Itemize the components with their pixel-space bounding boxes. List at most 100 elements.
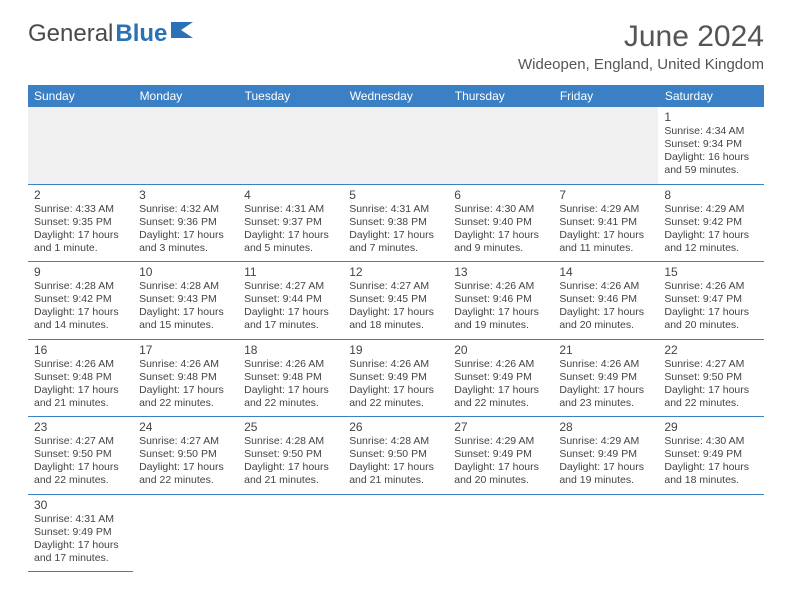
day-number: 6 <box>454 188 547 202</box>
day-header: Wednesday <box>343 85 448 107</box>
day-number: 10 <box>139 265 232 279</box>
sunrise-text: Sunrise: 4:29 AM <box>559 435 652 448</box>
daylight-text: Daylight: 17 hours and 20 minutes. <box>664 306 757 332</box>
day-number: 29 <box>664 420 757 434</box>
day-number: 23 <box>34 420 127 434</box>
daylight-text: Daylight: 17 hours and 15 minutes. <box>139 306 232 332</box>
day-info: Sunrise: 4:29 AMSunset: 9:42 PMDaylight:… <box>664 203 757 256</box>
sunset-text: Sunset: 9:50 PM <box>349 448 442 461</box>
day-info: Sunrise: 4:31 AMSunset: 9:38 PMDaylight:… <box>349 203 442 256</box>
day-cell: 10Sunrise: 4:28 AMSunset: 9:43 PMDayligh… <box>133 262 238 340</box>
day-number: 2 <box>34 188 127 202</box>
sunset-text: Sunset: 9:34 PM <box>664 138 757 151</box>
day-info: Sunrise: 4:30 AMSunset: 9:49 PMDaylight:… <box>664 435 757 488</box>
day-number: 20 <box>454 343 547 357</box>
sunset-text: Sunset: 9:49 PM <box>664 448 757 461</box>
day-cell: 29Sunrise: 4:30 AMSunset: 9:49 PMDayligh… <box>658 417 763 495</box>
daylight-text: Daylight: 17 hours and 3 minutes. <box>139 229 232 255</box>
day-info: Sunrise: 4:31 AMSunset: 9:37 PMDaylight:… <box>244 203 337 256</box>
daylight-text: Daylight: 17 hours and 20 minutes. <box>559 306 652 332</box>
day-cell: 13Sunrise: 4:26 AMSunset: 9:46 PMDayligh… <box>448 262 553 340</box>
daylight-text: Daylight: 17 hours and 22 minutes. <box>244 384 337 410</box>
day-number: 16 <box>34 343 127 357</box>
day-cell: 17Sunrise: 4:26 AMSunset: 9:48 PMDayligh… <box>133 339 238 417</box>
daylight-text: Daylight: 17 hours and 22 minutes. <box>454 384 547 410</box>
empty-cell <box>133 107 238 184</box>
day-info: Sunrise: 4:28 AMSunset: 9:43 PMDaylight:… <box>139 280 232 333</box>
calendar-row: 23Sunrise: 4:27 AMSunset: 9:50 PMDayligh… <box>28 417 764 495</box>
daylight-text: Daylight: 17 hours and 7 minutes. <box>349 229 442 255</box>
day-number: 5 <box>349 188 442 202</box>
day-cell: 7Sunrise: 4:29 AMSunset: 9:41 PMDaylight… <box>553 184 658 262</box>
daylight-text: Daylight: 17 hours and 18 minutes. <box>664 461 757 487</box>
day-info: Sunrise: 4:26 AMSunset: 9:49 PMDaylight:… <box>559 358 652 411</box>
sunset-text: Sunset: 9:46 PM <box>454 293 547 306</box>
daylight-text: Daylight: 17 hours and 17 minutes. <box>244 306 337 332</box>
sunset-text: Sunset: 9:35 PM <box>34 216 127 229</box>
sunrise-text: Sunrise: 4:28 AM <box>34 280 127 293</box>
day-cell: 8Sunrise: 4:29 AMSunset: 9:42 PMDaylight… <box>658 184 763 262</box>
sunrise-text: Sunrise: 4:27 AM <box>664 358 757 371</box>
day-info: Sunrise: 4:28 AMSunset: 9:42 PMDaylight:… <box>34 280 127 333</box>
day-info: Sunrise: 4:26 AMSunset: 9:46 PMDaylight:… <box>559 280 652 333</box>
day-header: Tuesday <box>238 85 343 107</box>
day-cell: 30Sunrise: 4:31 AMSunset: 9:49 PMDayligh… <box>28 494 133 572</box>
day-info: Sunrise: 4:33 AMSunset: 9:35 PMDaylight:… <box>34 203 127 256</box>
day-cell: 14Sunrise: 4:26 AMSunset: 9:46 PMDayligh… <box>553 262 658 340</box>
empty-cell <box>553 494 658 572</box>
day-info: Sunrise: 4:31 AMSunset: 9:49 PMDaylight:… <box>34 513 127 566</box>
day-cell: 20Sunrise: 4:26 AMSunset: 9:49 PMDayligh… <box>448 339 553 417</box>
sunset-text: Sunset: 9:45 PM <box>349 293 442 306</box>
sunrise-text: Sunrise: 4:27 AM <box>34 435 127 448</box>
day-cell: 19Sunrise: 4:26 AMSunset: 9:49 PMDayligh… <box>343 339 448 417</box>
daylight-text: Daylight: 17 hours and 17 minutes. <box>34 539 127 565</box>
calendar-row: 2Sunrise: 4:33 AMSunset: 9:35 PMDaylight… <box>28 184 764 262</box>
logo: GeneralBlue <box>28 20 197 48</box>
sunrise-text: Sunrise: 4:26 AM <box>139 358 232 371</box>
empty-cell <box>343 494 448 572</box>
day-number: 3 <box>139 188 232 202</box>
day-number: 17 <box>139 343 232 357</box>
day-info: Sunrise: 4:32 AMSunset: 9:36 PMDaylight:… <box>139 203 232 256</box>
sunset-text: Sunset: 9:44 PM <box>244 293 337 306</box>
daylight-text: Daylight: 17 hours and 11 minutes. <box>559 229 652 255</box>
day-number: 15 <box>664 265 757 279</box>
day-number: 1 <box>664 110 757 124</box>
day-cell: 9Sunrise: 4:28 AMSunset: 9:42 PMDaylight… <box>28 262 133 340</box>
day-info: Sunrise: 4:27 AMSunset: 9:45 PMDaylight:… <box>349 280 442 333</box>
empty-cell <box>238 107 343 184</box>
sunrise-text: Sunrise: 4:31 AM <box>244 203 337 216</box>
day-header-row: SundayMondayTuesdayWednesdayThursdayFrid… <box>28 85 764 107</box>
sunrise-text: Sunrise: 4:30 AM <box>454 203 547 216</box>
daylight-text: Daylight: 17 hours and 22 minutes. <box>139 461 232 487</box>
sunrise-text: Sunrise: 4:28 AM <box>139 280 232 293</box>
day-number: 8 <box>664 188 757 202</box>
day-number: 19 <box>349 343 442 357</box>
sunrise-text: Sunrise: 4:26 AM <box>664 280 757 293</box>
day-cell: 1Sunrise: 4:34 AMSunset: 9:34 PMDaylight… <box>658 107 763 184</box>
day-header: Thursday <box>448 85 553 107</box>
day-number: 27 <box>454 420 547 434</box>
day-cell: 28Sunrise: 4:29 AMSunset: 9:49 PMDayligh… <box>553 417 658 495</box>
daylight-text: Daylight: 17 hours and 19 minutes. <box>559 461 652 487</box>
sunset-text: Sunset: 9:50 PM <box>34 448 127 461</box>
day-cell: 21Sunrise: 4:26 AMSunset: 9:49 PMDayligh… <box>553 339 658 417</box>
sunset-text: Sunset: 9:36 PM <box>139 216 232 229</box>
daylight-text: Daylight: 17 hours and 19 minutes. <box>454 306 547 332</box>
sunrise-text: Sunrise: 4:27 AM <box>349 280 442 293</box>
sunrise-text: Sunrise: 4:26 AM <box>34 358 127 371</box>
sunset-text: Sunset: 9:42 PM <box>34 293 127 306</box>
day-number: 18 <box>244 343 337 357</box>
day-number: 24 <box>139 420 232 434</box>
calendar-row: 30Sunrise: 4:31 AMSunset: 9:49 PMDayligh… <box>28 494 764 572</box>
day-cell: 27Sunrise: 4:29 AMSunset: 9:49 PMDayligh… <box>448 417 553 495</box>
sunrise-text: Sunrise: 4:29 AM <box>664 203 757 216</box>
day-number: 14 <box>559 265 652 279</box>
calendar-table: SundayMondayTuesdayWednesdayThursdayFrid… <box>28 85 764 572</box>
day-cell: 11Sunrise: 4:27 AMSunset: 9:44 PMDayligh… <box>238 262 343 340</box>
day-cell: 25Sunrise: 4:28 AMSunset: 9:50 PMDayligh… <box>238 417 343 495</box>
day-number: 13 <box>454 265 547 279</box>
day-info: Sunrise: 4:26 AMSunset: 9:48 PMDaylight:… <box>244 358 337 411</box>
day-info: Sunrise: 4:26 AMSunset: 9:46 PMDaylight:… <box>454 280 547 333</box>
day-number: 28 <box>559 420 652 434</box>
